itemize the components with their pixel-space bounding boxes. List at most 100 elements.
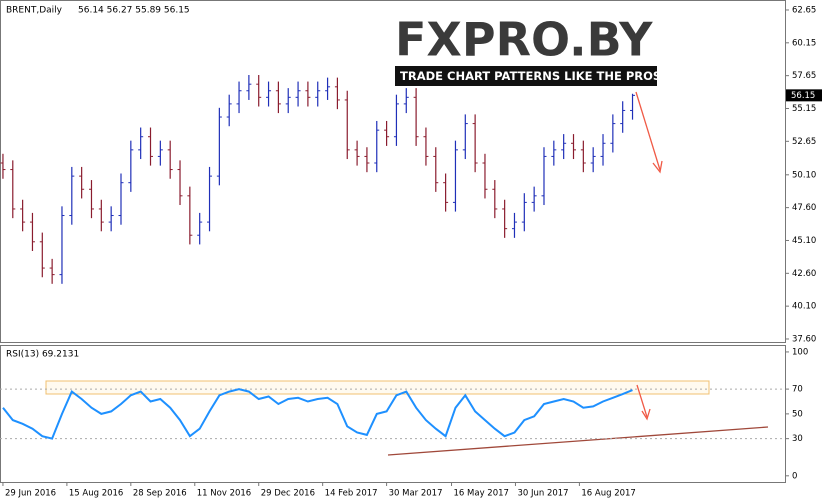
ohlc-bar xyxy=(610,114,616,153)
ohlc-bar xyxy=(580,140,586,173)
ohlc-bar xyxy=(521,193,527,232)
ohlc-bar xyxy=(630,93,636,120)
ohlc-bar xyxy=(108,206,114,232)
x-tick-label: 29 Dec 2016 xyxy=(261,489,315,499)
ohlc-bar xyxy=(197,212,203,245)
ohlc-bar xyxy=(148,127,154,166)
ohlc-bar xyxy=(246,74,252,100)
marks xyxy=(0,74,785,440)
ohlc-bar xyxy=(443,173,449,212)
ohlc-bar xyxy=(39,232,45,278)
logo: FXPRO.BY TRADE CHART PATTERNS LIKE THE P… xyxy=(395,13,661,86)
price-frame xyxy=(0,0,786,343)
ohlc-bar xyxy=(462,114,468,160)
x-tick-label: 11 Nov 2016 xyxy=(197,489,251,499)
ohlc-bar xyxy=(138,127,144,160)
ohlc-bar xyxy=(354,140,360,166)
y-tick-label: 42.60 xyxy=(792,269,816,279)
ohlc-bar xyxy=(571,134,577,160)
ohlc-bar xyxy=(403,88,409,114)
arrow-head xyxy=(641,408,651,421)
arrows xyxy=(635,91,663,421)
y-tick-label: 30 xyxy=(792,434,803,444)
ohlc-bar xyxy=(275,81,281,114)
y-tick-label: 55.15 xyxy=(792,104,816,114)
ohlc-bar xyxy=(541,147,547,206)
x-tick-label: 16 Aug 2017 xyxy=(581,489,635,499)
ohlc-bar xyxy=(177,160,183,206)
symbol: BRENT,Daily xyxy=(6,6,63,16)
rsi-title: RSI(13) 69.2131 xyxy=(6,350,79,360)
ohlc-bar xyxy=(561,134,567,160)
y-tick-label: 37.60 xyxy=(792,334,816,344)
ohlc-bar xyxy=(59,206,65,284)
x-tick-label: 16 May 2017 xyxy=(454,489,509,499)
ohlc-bar xyxy=(207,166,213,232)
ohlc-bar xyxy=(600,134,606,166)
last-price-box xyxy=(786,89,822,102)
logo-text: FXPRO.BY xyxy=(395,13,653,67)
ohlc-bar xyxy=(236,81,242,114)
ohlc-bar xyxy=(216,107,222,186)
ohlc-bar xyxy=(511,212,517,238)
last-price: 56.15 xyxy=(791,91,815,101)
ohlc-bar xyxy=(128,140,134,192)
ohlc-bar xyxy=(167,140,173,179)
ohlc-bar xyxy=(187,186,193,245)
y-tick-label: 70 xyxy=(792,385,803,395)
ohlc-bar xyxy=(157,140,163,166)
ohlc-bar xyxy=(433,147,439,192)
ohlc-bar xyxy=(10,160,16,219)
x-tick-label: 15 Aug 2016 xyxy=(69,489,123,499)
y-tick-label: 52.65 xyxy=(792,137,816,147)
ohlc-bar xyxy=(551,140,557,166)
ohlc-bar xyxy=(305,81,311,107)
logo-tagline: TRADE CHART PATTERNS LIKE THE PROS xyxy=(400,69,661,83)
ohlc-bar xyxy=(620,101,626,133)
x-tick-label: 28 Sep 2016 xyxy=(133,489,187,499)
x-tick-label: 30 Jun 2017 xyxy=(517,489,568,499)
ohlc-bar xyxy=(256,74,262,107)
trend-line xyxy=(387,426,769,456)
ohlc-bar xyxy=(531,186,537,212)
y-tick-label: 50 xyxy=(792,409,803,419)
ohlc-bar xyxy=(118,173,124,225)
ohlc-bar xyxy=(325,77,331,100)
ohlc-bar xyxy=(69,166,75,225)
rsi-frame xyxy=(0,345,786,483)
y-tick-label: 50.10 xyxy=(792,170,816,180)
arrow-head xyxy=(652,160,663,174)
ohlc-bar xyxy=(79,166,85,199)
x-tick-label: 29 Jun 2016 xyxy=(5,489,56,499)
arrow xyxy=(636,384,648,418)
ohlc-bar xyxy=(285,88,291,114)
ohlc-bar xyxy=(98,199,104,232)
ohlc-bar xyxy=(364,147,370,173)
ohlc-bar xyxy=(315,81,321,107)
ohlc-bar xyxy=(0,153,6,179)
ohlc-bar xyxy=(482,153,488,199)
ohlc-bar xyxy=(384,120,390,146)
ohlc-bar xyxy=(502,199,508,238)
y-tick-label: 40.10 xyxy=(792,302,816,312)
ohlc-bar xyxy=(492,180,498,219)
arrow xyxy=(635,91,661,171)
ohlc-bar xyxy=(344,90,350,160)
ohlc-bar xyxy=(452,140,458,212)
ohlc-bar xyxy=(472,114,478,173)
ohlc-bar xyxy=(590,147,596,173)
ohlc-bar xyxy=(49,258,55,284)
rsi-line xyxy=(2,388,633,440)
rsi-zone xyxy=(45,380,710,395)
ohlc-bar xyxy=(374,120,380,173)
ohlc-bar xyxy=(295,81,301,107)
ohlc-bar xyxy=(266,81,272,107)
ohlc-bar xyxy=(423,127,429,166)
ohlc-bar xyxy=(226,94,232,127)
x-tick-label: 30 Mar 2017 xyxy=(389,489,443,499)
y-tick-label: 60.15 xyxy=(792,38,816,48)
y-tick-label: 100 xyxy=(792,347,808,357)
y-tick-label: 62.65 xyxy=(792,5,816,15)
ohlc-bar xyxy=(393,94,399,146)
